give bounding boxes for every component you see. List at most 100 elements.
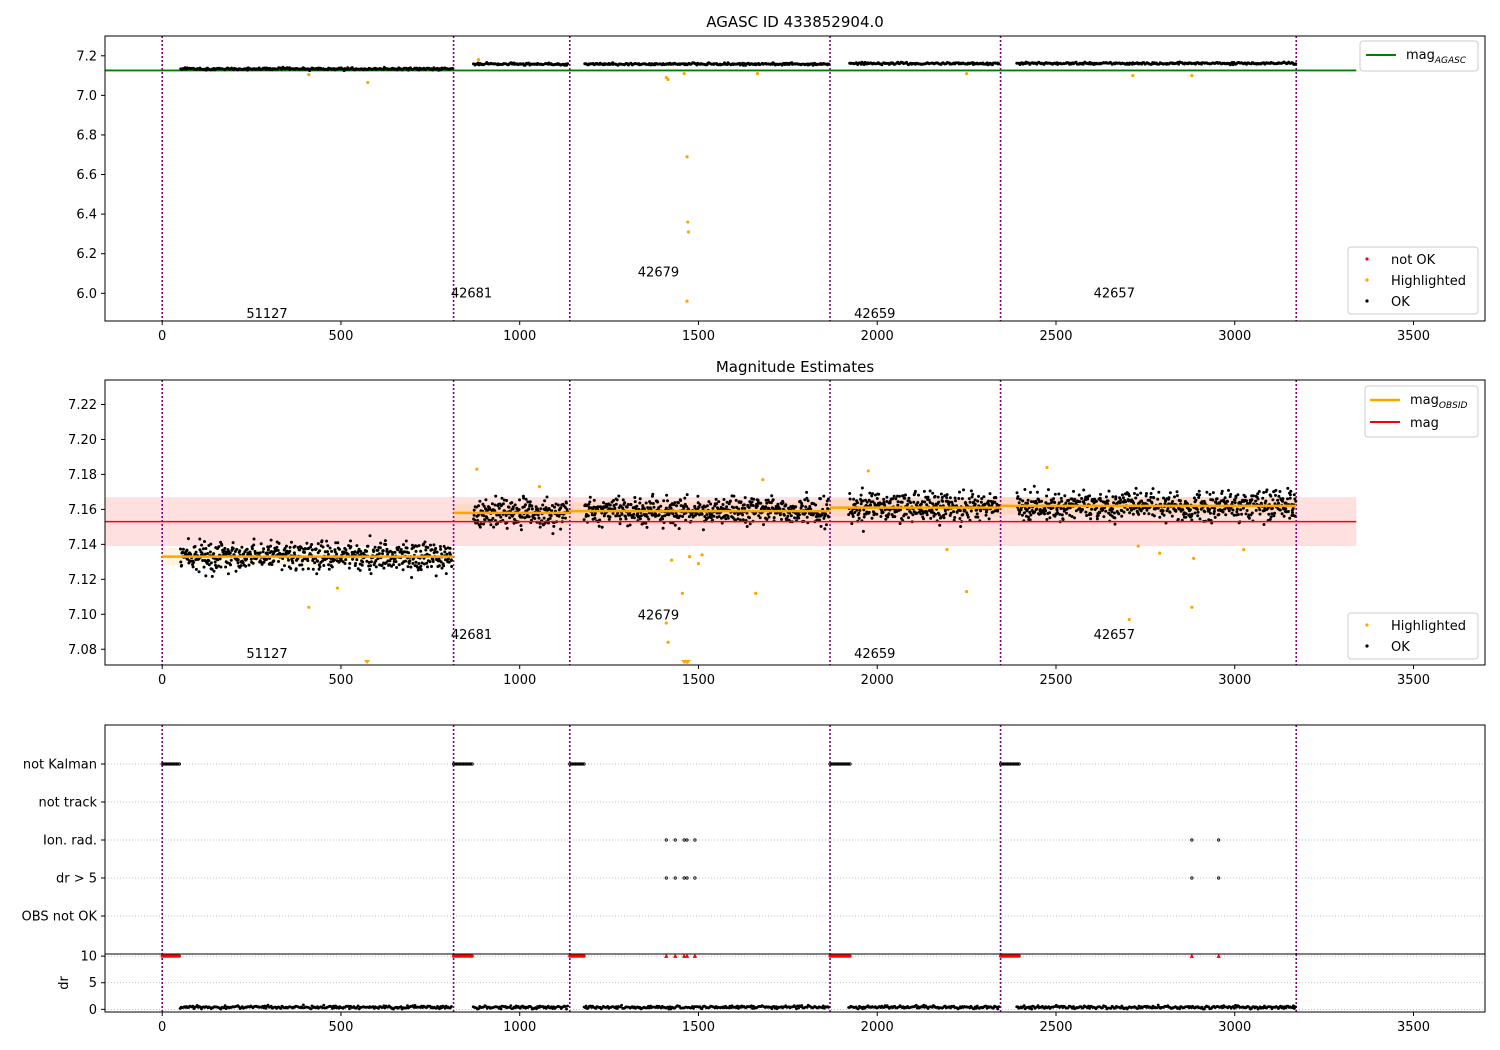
ok-point: [1258, 512, 1262, 516]
ok-point: [451, 66, 454, 70]
ok-point: [1235, 510, 1239, 514]
ok-point: [916, 501, 920, 504]
ok-point: [879, 515, 883, 518]
ok-point: [528, 500, 532, 504]
dr-ok-point: [750, 1004, 753, 1008]
highlighted-point: [670, 558, 674, 562]
ok-point: [636, 512, 640, 516]
flag-point: [685, 876, 689, 880]
ok-point: [593, 511, 597, 515]
ok-point: [823, 527, 827, 531]
ok-point: [1096, 513, 1100, 517]
flag-point: [839, 762, 844, 766]
y-tick-label: 6.8: [76, 128, 97, 143]
ok-point: [1060, 513, 1064, 517]
ok-point: [258, 551, 262, 555]
ok-point: [1157, 490, 1161, 494]
ok-point: [394, 560, 398, 564]
ok-point: [851, 512, 854, 516]
ok-point: [920, 500, 924, 504]
ok-point: [904, 493, 907, 497]
ok-point: [747, 506, 751, 510]
flag-row-label: not track: [38, 796, 97, 811]
ok-point: [953, 516, 957, 519]
ok-point: [1288, 496, 1292, 500]
ok-point: [443, 550, 447, 554]
ok-point: [1188, 508, 1192, 512]
ok-point: [1282, 507, 1286, 511]
ok-point: [933, 512, 937, 516]
ok-point: [751, 504, 755, 507]
ok-point: [344, 548, 348, 552]
flag-point: [464, 762, 469, 766]
dr-ok-point: [1221, 1006, 1224, 1010]
ok-point: [907, 516, 910, 520]
ok-point: [675, 504, 678, 508]
ok-point: [1070, 515, 1074, 518]
flag-point: [831, 762, 835, 766]
ok-point: [1294, 499, 1298, 503]
ok-point: [750, 500, 754, 504]
ok-point: [762, 523, 765, 527]
ok-point: [607, 517, 611, 521]
ok-point: [235, 547, 239, 551]
ok-point: [1095, 517, 1099, 521]
ok-point: [732, 506, 736, 510]
ok-point: [193, 545, 197, 548]
dr-ok-point: [667, 1007, 671, 1011]
ok-point: [705, 504, 709, 508]
ok-point: [1221, 510, 1225, 514]
flag-point: [578, 762, 582, 766]
ok-point: [1286, 486, 1290, 490]
ok-point: [181, 547, 185, 551]
flag-point: [456, 762, 460, 766]
ok-point: [448, 546, 452, 550]
ok-point: [820, 513, 824, 517]
obsid-label: 42657: [1094, 628, 1135, 643]
ok-point: [1140, 499, 1144, 503]
ok-point: [793, 516, 797, 520]
legend-label-mag-obsid: mag: [1410, 393, 1439, 408]
ok-point: [941, 499, 945, 503]
ok-point: [306, 559, 310, 563]
ok-point: [1198, 493, 1201, 497]
ok-point: [945, 496, 949, 500]
ok-point: [963, 508, 967, 512]
flag-point: [1014, 762, 1018, 766]
ok-point: [767, 515, 771, 519]
ok-point: [1064, 501, 1068, 505]
highlighted-point: [866, 469, 870, 473]
ok-point: [619, 517, 623, 521]
ok-point: [1122, 510, 1126, 514]
ok-point: [891, 497, 895, 501]
flag-point: [176, 762, 180, 766]
flag-point: [575, 762, 579, 766]
ok-point: [862, 508, 866, 512]
ok-point: [925, 510, 929, 514]
y-tick-label: 7.22: [68, 398, 97, 413]
flag-point: [579, 762, 583, 766]
ok-point: [1291, 507, 1295, 510]
ok-point: [298, 548, 302, 552]
ok-point: [926, 495, 930, 499]
ok-point: [385, 547, 389, 551]
ok-point: [966, 513, 969, 517]
highlighted-point: [1192, 556, 1196, 560]
ok-point: [850, 522, 854, 526]
ok-point: [600, 525, 604, 529]
ok-point: [944, 512, 948, 516]
ok-point: [877, 492, 881, 496]
ok-point: [209, 542, 213, 546]
ok-point: [1230, 511, 1234, 515]
ok-point: [566, 62, 570, 66]
ok-point: [338, 547, 341, 551]
ok-point: [369, 560, 373, 564]
ok-point: [867, 510, 871, 514]
flag-point: [459, 762, 463, 766]
ok-point: [404, 559, 407, 563]
ok-point: [859, 493, 863, 497]
ok-point: [563, 505, 567, 509]
flag-point: [172, 762, 176, 766]
ok-point: [274, 549, 278, 553]
